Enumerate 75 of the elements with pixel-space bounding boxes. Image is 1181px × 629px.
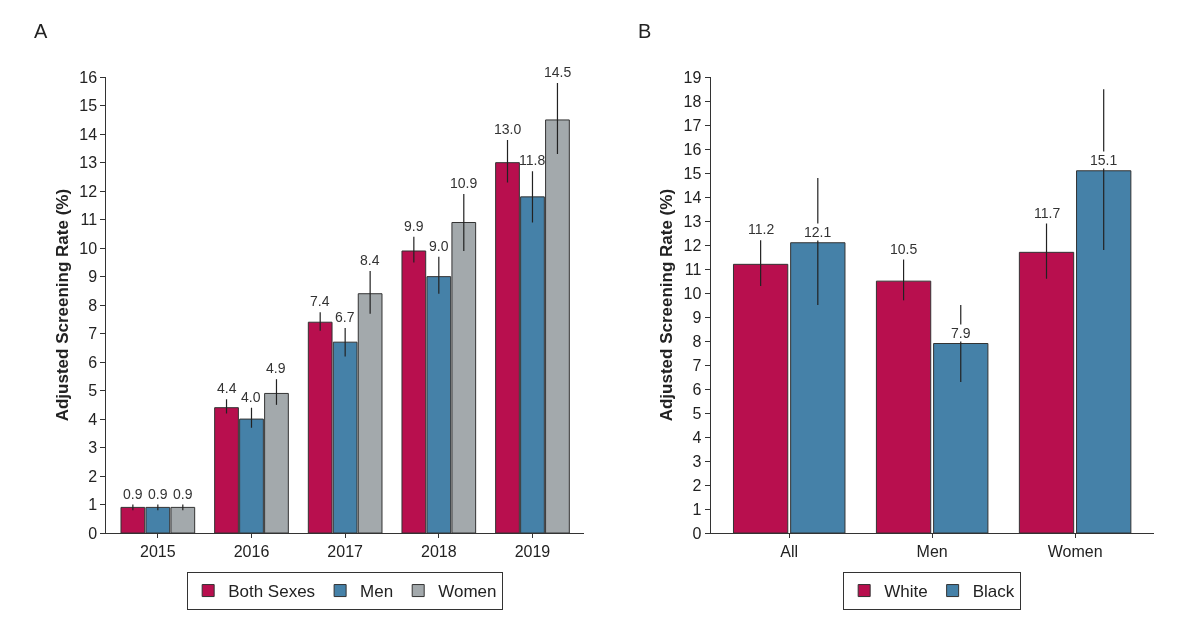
y-tick-label: 5: [692, 404, 702, 422]
x-tick-label: 2017: [327, 543, 364, 561]
y-tick-label: 3: [692, 452, 702, 470]
legend-label: Women: [438, 582, 497, 602]
x-tick-label: All: [780, 543, 799, 561]
data-label: 0.9: [123, 486, 143, 502]
y-tick-label: 15: [683, 164, 702, 182]
y-axis-title: Adjusted Screening Rate (%): [657, 188, 677, 422]
data-label: 6.7: [335, 309, 355, 325]
y-tick-label: 14: [683, 188, 702, 206]
legend-label: Black: [972, 582, 1015, 602]
data-label: 7.9: [951, 325, 971, 341]
y-tick-label: 0: [88, 524, 98, 542]
data-label: 0.9: [148, 486, 168, 502]
y-tick-label: 6: [88, 353, 98, 371]
data-label: 14.5: [544, 64, 572, 80]
data-label: 9.0: [429, 238, 449, 254]
data-label: 15.1: [1090, 152, 1118, 168]
chart-title: B: [638, 20, 652, 42]
data-label: 10.9: [450, 175, 478, 191]
x-tick-label: 2016: [233, 543, 270, 561]
data-label: 12.1: [804, 224, 832, 240]
x-tick-label: 2015: [140, 543, 176, 561]
legend-label: Men: [360, 582, 394, 602]
y-tick-label: 8: [692, 332, 702, 350]
x-tick-label: 2018: [421, 543, 457, 561]
x-tick-label: Men: [916, 543, 948, 561]
data-label: 10.5: [890, 241, 918, 257]
data-label: 4.0: [241, 389, 261, 405]
data-label: 4.9: [266, 360, 286, 376]
data-label: 11.7: [1034, 205, 1061, 221]
data-label: 0.9: [173, 486, 193, 502]
y-tick-label: 16: [683, 140, 702, 158]
data-label: 8.4: [360, 252, 380, 268]
y-tick-label: 9: [692, 308, 702, 326]
y-tick-label: 2: [88, 467, 98, 485]
data-label: 4.4: [217, 380, 237, 396]
y-tick-label: 4: [692, 428, 702, 446]
y-tick-label: 7: [692, 356, 702, 374]
y-tick-label: 1: [88, 496, 98, 514]
y-tick-label: 1: [692, 500, 702, 518]
y-tick-label: 19: [683, 68, 702, 86]
legend-label: White: [884, 582, 928, 602]
y-tick-label: 12: [79, 182, 98, 200]
y-tick-label: 10: [79, 239, 98, 257]
legend-label: Both Sexes: [228, 582, 316, 602]
y-tick-label: 13: [79, 154, 98, 172]
y-tick-label: 5: [88, 382, 98, 400]
data-label: 11.8: [519, 152, 546, 168]
y-tick-label: 18: [683, 92, 702, 110]
y-tick-label: 16: [79, 68, 98, 86]
y-tick-label: 8: [88, 296, 98, 314]
y-tick-label: 3: [88, 439, 98, 457]
y-tick-label: 10: [683, 284, 702, 302]
y-tick-label: 9: [88, 268, 98, 286]
y-tick-label: 15: [79, 97, 98, 115]
data-label: 9.9: [404, 218, 424, 234]
y-tick-label: 4: [88, 410, 98, 428]
y-tick-label: 17: [683, 116, 702, 134]
y-tick-label: 0: [692, 524, 702, 542]
chart-title: A: [34, 20, 48, 42]
x-tick-label: 2019: [514, 543, 551, 561]
y-tick-label: 11: [80, 211, 98, 229]
y-tick-label: 14: [79, 125, 98, 143]
y-tick-label: 12: [683, 236, 702, 254]
y-axis-title: Adjusted Screening Rate (%): [52, 188, 72, 422]
y-tick-label: 13: [683, 212, 702, 230]
y-tick-label: 2: [692, 476, 702, 494]
data-label: 11.2: [748, 221, 775, 237]
y-tick-label: 6: [692, 380, 702, 398]
data-label: 13.0: [494, 121, 522, 137]
y-tick-label: 7: [88, 325, 98, 343]
x-tick-label: Women: [1047, 543, 1103, 561]
data-label: 7.4: [310, 293, 330, 309]
y-tick-label: 11: [684, 260, 702, 278]
